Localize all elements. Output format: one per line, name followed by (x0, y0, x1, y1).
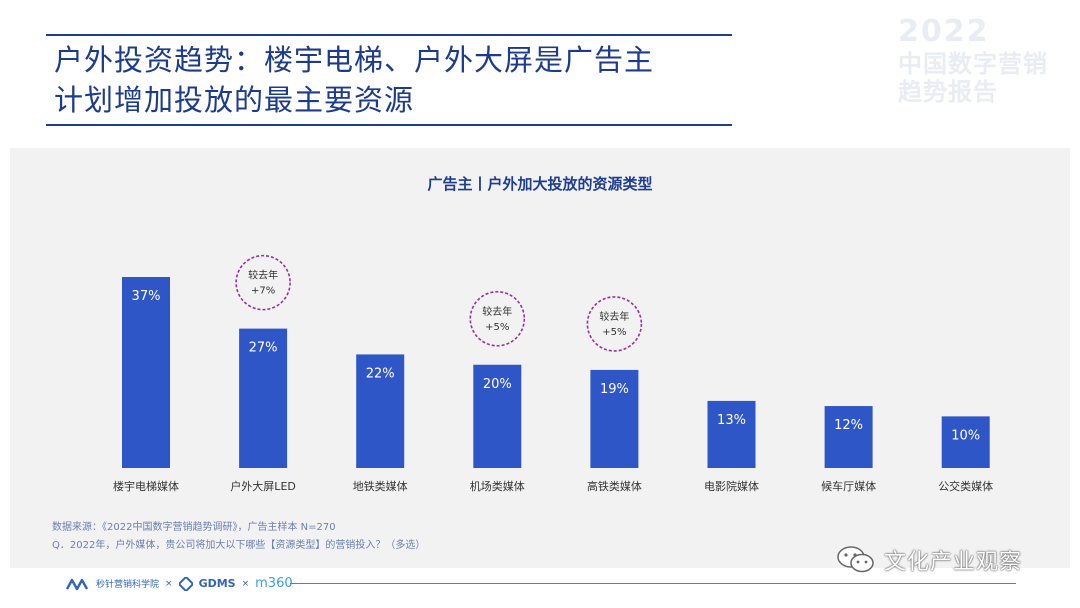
report-brand-mark: 2022 中国数字营销 趋势报告 (898, 14, 1078, 106)
slide-title-line-2: 计划增加投放的最主要资源 (54, 83, 415, 117)
chart-notes: 数据来源：《2022中国数字营销趋势调研》，广告主样本 N=270 Q．2022… (52, 519, 425, 555)
bar (590, 369, 639, 468)
data-source-note: 数据来源：《2022中国数字营销趋势调研》，广告主样本 N=270 (52, 522, 336, 533)
miaozhen-logo-icon (66, 578, 89, 590)
footer-logos: 秒针营销科学院 × GDMS × m360 (66, 576, 293, 591)
bar (824, 406, 873, 468)
yoy-annotation-value: +5% (602, 327, 626, 338)
category-label: 地铁类媒体 (353, 479, 408, 493)
bar-value-label: 10% (951, 428, 980, 443)
brand-line-1: 中国数字营销 (898, 50, 1048, 78)
category-label: 候车厅媒体 (821, 479, 876, 493)
footer-logo-2: GDMS (198, 577, 236, 590)
footer-logo-3: m360 (255, 576, 293, 591)
survey-question-note: Q．2022年，户外媒体，贵公司将加大以下哪些【资源类型】的营销投入？（多选） (52, 540, 426, 551)
bar (122, 277, 170, 468)
bar-value-label: 19% (600, 382, 629, 397)
yoy-annotation-label: 较去年 (599, 310, 629, 323)
chart-panel (10, 148, 1070, 568)
yoy-annotation-label: 较去年 (248, 269, 278, 282)
bar (707, 400, 756, 468)
bar-value-label: 27% (249, 341, 278, 356)
category-label: 电影院媒体 (704, 479, 759, 493)
slide-title: 户外投资趋势：楼宇电梯、户外大屏是广告主 计划增加投放的最主要资源 (54, 40, 734, 120)
yoy-annotation-circle (469, 290, 526, 347)
footer-times-1: × (165, 578, 173, 589)
bar-value-label: 12% (834, 418, 863, 433)
yoy-annotation-value: +7% (251, 286, 275, 297)
footer-logo-1: 秒针营销科学院 (96, 580, 160, 590)
chart-title: 广告主丨户外加大投放的资源类型 (427, 175, 653, 193)
title-bottom-rule (46, 124, 732, 126)
footer-times-2: × (241, 578, 250, 589)
wechat-watermark: 文化产业观察 (836, 544, 1022, 576)
slide-title-line-1: 户外投资趋势：楼宇电梯、户外大屏是广告主 (54, 43, 655, 77)
title-top-rule (46, 34, 732, 36)
category-label: 楼宇电梯媒体 (113, 479, 179, 493)
yoy-annotation-label: 较去年 (482, 305, 512, 318)
category-label: 公交类媒体 (938, 479, 993, 493)
bar (356, 354, 405, 468)
gdms-logo-icon (178, 576, 193, 591)
bar-value-label: 13% (717, 413, 746, 428)
yoy-annotation-circle (235, 254, 291, 311)
category-label: 户外大屏LED (230, 479, 296, 493)
wechat-icon (837, 546, 874, 573)
brand-line-2: 趋势报告 (898, 78, 998, 106)
bar (239, 328, 288, 468)
yoy-annotation-circle (586, 296, 643, 352)
category-label: 机场类媒体 (470, 479, 525, 493)
bar-value-label: 20% (483, 377, 512, 392)
brand-year: 2022 (898, 14, 990, 49)
yoy-annotation-value: +5% (485, 322, 509, 333)
watermark-text: 文化产业观察 (884, 550, 1023, 575)
category-label: 高铁类媒体 (587, 479, 642, 493)
bar-value-label: 37% (132, 289, 161, 304)
bar-value-label: 22% (366, 366, 395, 381)
bar (941, 416, 990, 468)
footer-rule (290, 583, 1016, 584)
bar (473, 364, 522, 468)
